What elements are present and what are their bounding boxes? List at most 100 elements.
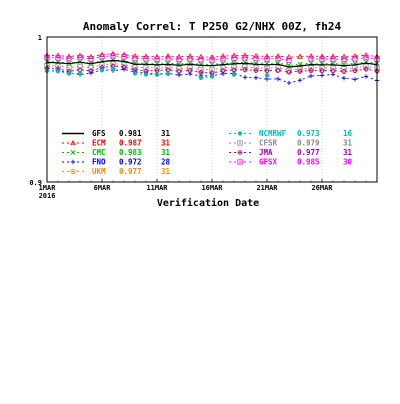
point-gfsx-marker xyxy=(242,55,248,61)
legend-mean-cmc: 0.983 xyxy=(119,148,142,157)
legend-item-ecm: ECM 0.987 31 xyxy=(62,139,171,148)
legend-mean-gfsx: 0.985 xyxy=(297,158,320,167)
point-cfsr-marker xyxy=(88,65,94,71)
point-cfsr-marker xyxy=(55,63,61,69)
legend-mean-fno: 0.972 xyxy=(119,158,142,167)
point-gfsx-marker xyxy=(132,56,138,62)
legend: GFS 0.981 31 ECM 0.987 31 CMC 0.983 31 FNO 0.972 28… xyxy=(62,129,353,176)
point-cfsr-marker xyxy=(132,64,138,70)
point-cfsr-marker xyxy=(66,64,72,71)
legend-mean-gfs: 0.981 xyxy=(119,129,142,138)
point-cfsr-marker xyxy=(176,66,182,72)
legend-ncmrwf-marker xyxy=(237,131,243,136)
point-fno-marker xyxy=(319,73,325,78)
point-gfsx-marker xyxy=(99,54,105,60)
point-ncmrwf-marker xyxy=(143,72,149,77)
point-ecm-marker xyxy=(220,53,226,59)
point-ecm-marker xyxy=(308,53,314,59)
legend-name-ukm: UKM xyxy=(92,167,106,176)
point-gfsx-marker xyxy=(121,54,127,60)
point-cfsr-marker xyxy=(308,65,314,71)
point-gfsx-marker xyxy=(77,54,83,61)
legend-count-ecm: 31 xyxy=(161,139,171,148)
point-gfsx-marker xyxy=(198,57,204,63)
point-gfsx-marker xyxy=(286,57,292,64)
legend-ukm-marker xyxy=(70,168,76,175)
point-ncmrwf-marker xyxy=(77,71,83,76)
legend-item-cfsr: CFSR 0.979 31 xyxy=(229,139,353,148)
legend-item-gfs: GFS 0.981 31 xyxy=(62,129,171,138)
x-tick-label: 11MAR xyxy=(146,184,168,192)
y-tick-label: 0.9 xyxy=(29,179,42,187)
legend-fno-marker xyxy=(70,159,76,165)
point-ecm-marker xyxy=(242,52,248,58)
x-axis-label: Verification Date xyxy=(157,197,259,209)
legend-count-cmc: 31 xyxy=(161,148,171,157)
point-ecm-marker xyxy=(198,53,204,60)
point-ecm-marker xyxy=(154,53,160,59)
point-cfsr-marker xyxy=(253,65,259,71)
point-gfsx-marker xyxy=(154,56,160,62)
point-cfsr-marker xyxy=(143,64,149,71)
legend-ecm-marker xyxy=(70,139,76,146)
point-cmc-marker xyxy=(55,59,61,65)
point-ecm-marker xyxy=(319,53,325,59)
legend-name-gfsx: GFSX xyxy=(259,158,278,167)
point-ncmrwf-marker xyxy=(264,73,270,78)
point-gfsx-marker xyxy=(187,56,193,62)
point-ncmrwf-marker xyxy=(132,71,138,76)
point-gfsx-marker xyxy=(352,56,358,62)
legend-name-cfsr: CFSR xyxy=(259,139,278,148)
legend-mean-jma: 0.977 xyxy=(297,148,320,157)
point-cfsr-marker xyxy=(121,61,127,68)
point-cfsr-marker xyxy=(187,65,193,71)
point-gfsx-marker xyxy=(231,55,237,61)
point-fno-marker xyxy=(88,70,94,76)
point-cfsr-marker xyxy=(264,65,270,71)
point-ecm-marker xyxy=(286,54,292,60)
point-fno-marker xyxy=(297,78,303,83)
point-ncmrwf-marker xyxy=(66,71,72,76)
point-gfsx-marker xyxy=(220,56,226,62)
legend-mean-ukm: 0.977 xyxy=(119,167,142,176)
point-fno-marker xyxy=(330,72,336,77)
legend-count-gfs: 31 xyxy=(161,129,171,138)
point-fno-marker xyxy=(264,76,270,82)
point-cfsr-marker xyxy=(275,65,281,71)
point-ecm-marker xyxy=(132,53,138,59)
point-jma-marker xyxy=(242,66,248,73)
series-lines xyxy=(44,50,380,86)
legend-mean-cfsr: 0.979 xyxy=(297,139,320,148)
point-fno-marker xyxy=(275,76,281,82)
series-gfs xyxy=(46,59,378,68)
point-fno-marker xyxy=(253,75,259,80)
legend-item-gfsx: GFSX 0.985 30 xyxy=(229,158,353,167)
point-ecm-marker xyxy=(352,53,358,59)
point-gfsx-marker xyxy=(110,53,116,59)
legend-name-cmc: CMC xyxy=(92,148,106,157)
point-ncmrwf-marker xyxy=(55,69,61,74)
point-gfsx-marker xyxy=(275,56,281,62)
point-fno-marker xyxy=(187,71,193,77)
legend-item-cmc: CMC 0.983 31 xyxy=(62,148,171,157)
legend-item-fno: FNO 0.972 28 xyxy=(62,158,171,167)
point-cfsr-marker xyxy=(231,64,237,70)
point-ecm-marker xyxy=(176,53,182,59)
legend-name-ecm: ECM xyxy=(92,139,106,148)
series-line-gfs xyxy=(46,59,378,68)
series-ncmrwf xyxy=(44,67,270,81)
legend-jma-marker xyxy=(237,149,243,156)
chart-title: Anomaly Correl: T P250 G2/NHX 00Z, fh24 xyxy=(83,20,342,33)
point-gfsx-marker xyxy=(88,56,94,62)
point-fno-marker xyxy=(176,72,182,78)
legend-cfsr-marker xyxy=(237,140,243,146)
legend-cmc-marker xyxy=(70,149,76,156)
point-jma-marker xyxy=(253,67,259,74)
legend-count-ncmrwf: 16 xyxy=(343,129,353,138)
point-jma-marker xyxy=(286,69,292,76)
point-ncmrwf-marker xyxy=(110,67,116,72)
point-gfsx-marker xyxy=(341,56,347,63)
point-ncmrwf-marker xyxy=(154,72,160,77)
